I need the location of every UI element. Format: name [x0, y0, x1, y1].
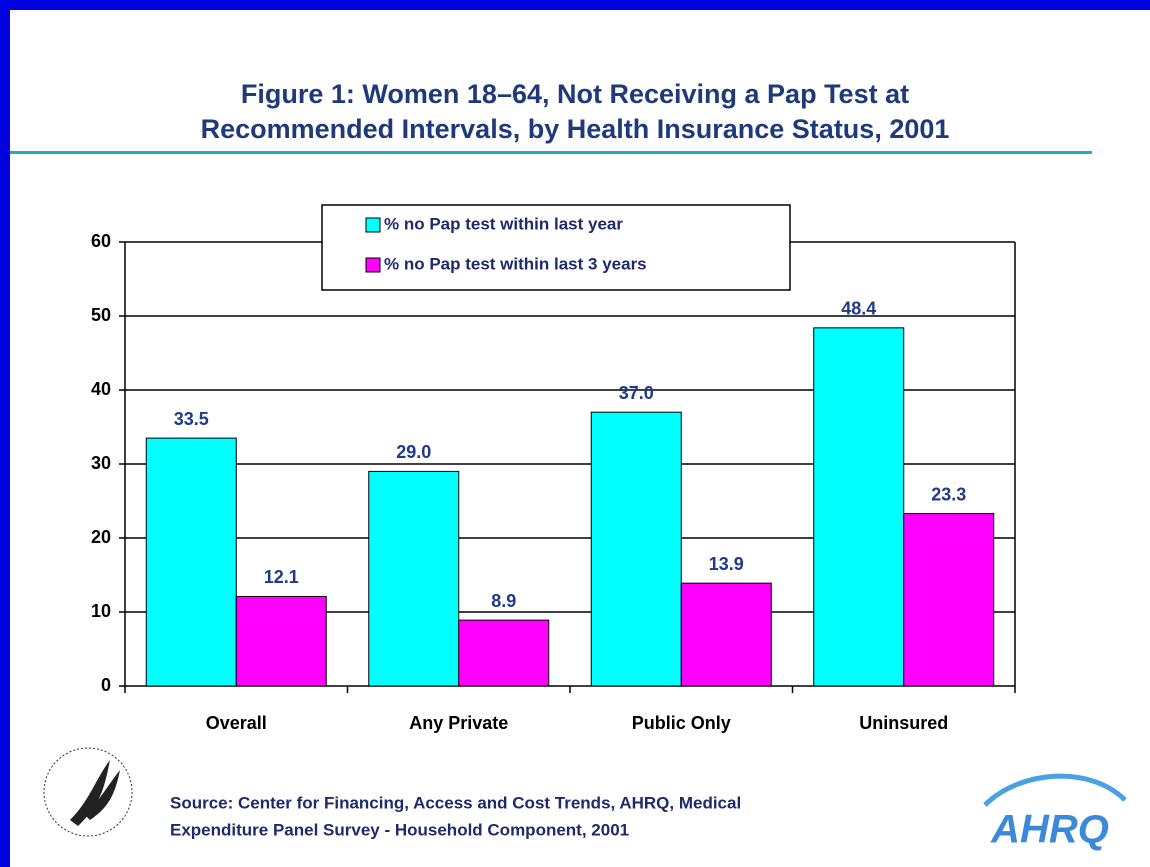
source: Source: Center for Financing, Access and…	[170, 793, 741, 812]
y-tick-label: 50	[91, 305, 111, 325]
bar	[368, 470, 460, 687]
y-tick-label: 0	[101, 675, 111, 695]
source: Expenditure Panel Survey - Household Com…	[170, 820, 629, 839]
bar	[680, 582, 772, 687]
value-label: 33.5	[174, 409, 209, 429]
value-label: 29.0	[396, 442, 431, 462]
ahrq-logo: AHRQ	[983, 773, 1127, 852]
bar	[590, 411, 682, 687]
bar	[235, 595, 327, 687]
y-tick-label: 10	[91, 601, 111, 621]
legend-swatch	[365, 257, 381, 273]
frame-left	[0, 0, 10, 867]
chart-title: Recommended Intervals, by Health Insuran…	[201, 114, 950, 144]
value-label: 12.1	[264, 567, 299, 587]
title-rule	[10, 151, 1092, 154]
chart-title: Figure 1: Women 18–64, Not Receiving a P…	[241, 79, 909, 109]
bar	[903, 513, 995, 687]
bar	[813, 327, 905, 687]
y-tick-label: 40	[91, 379, 111, 399]
bar	[458, 619, 550, 687]
frame-top	[0, 0, 1150, 10]
value-label: 37.0	[619, 383, 654, 403]
legend-label: % no Pap test within last year	[384, 214, 623, 233]
y-tick-label: 30	[91, 453, 111, 473]
y-tick-label: 20	[91, 527, 111, 547]
value-label: 48.4	[841, 299, 876, 319]
value-label: 23.3	[931, 484, 966, 504]
x-tick-label: Overall	[206, 713, 267, 733]
x-tick-label: Uninsured	[859, 713, 948, 733]
value-label: 8.9	[491, 591, 516, 611]
x-tick-label: Any Private	[409, 713, 508, 733]
hhs-logo	[43, 747, 133, 837]
logo-text: AHRQ	[990, 808, 1109, 852]
legend-label: % no Pap test within last 3 years	[384, 254, 647, 273]
value-label: 13.9	[709, 554, 744, 574]
y-tick-label: 60	[91, 231, 111, 251]
legend-box	[321, 204, 791, 291]
legend-swatch	[365, 217, 381, 233]
x-tick-label: Public Only	[632, 713, 731, 733]
bar	[145, 437, 237, 687]
